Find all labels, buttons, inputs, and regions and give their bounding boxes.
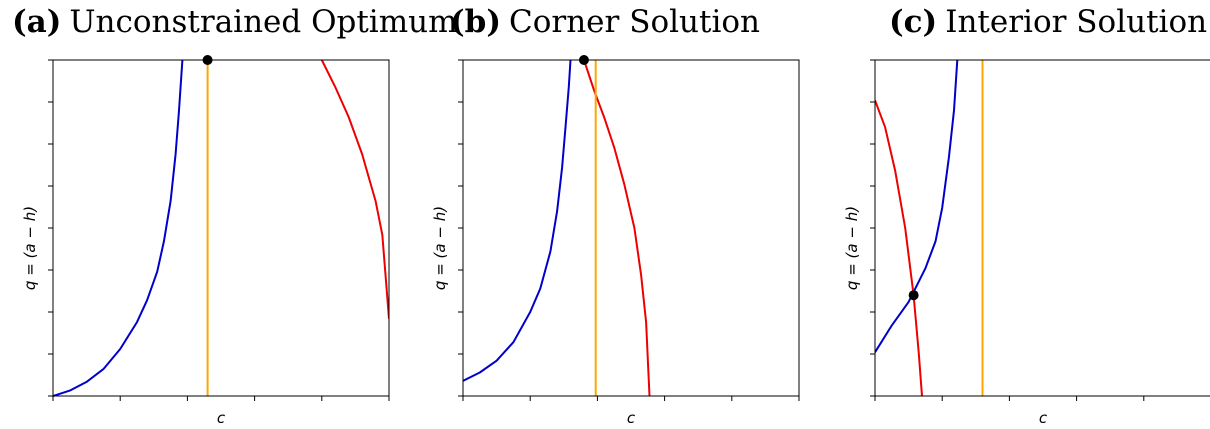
series-line-2: [875, 99, 923, 397]
panel-tag: (b): [450, 4, 501, 40]
axes-frame: [52, 59, 390, 397]
series-line-1: [875, 59, 959, 353]
panel-title: (b) Corner Solution: [450, 4, 760, 40]
plot-area: [463, 59, 651, 397]
panel-title-text: Corner Solution: [509, 4, 760, 40]
series-line-1: [53, 59, 184, 397]
panel-tag: (a): [12, 4, 61, 40]
series-line-1: [463, 59, 572, 382]
panel-title: (c) Interior Solution: [889, 4, 1207, 40]
axes-frame: [462, 59, 800, 397]
optimum-marker: [202, 55, 213, 65]
axes-frame: [874, 59, 1210, 397]
panel-2: (b) Corner Solution c q = (a − h): [431, 4, 800, 427]
panel-title-text: Unconstrained Optimum: [69, 4, 457, 40]
panel-3: (c) Interior Solution c q = (a − h): [843, 4, 1210, 427]
x-axis-label: c: [217, 409, 226, 427]
series-line-2: [583, 59, 651, 397]
x-axis-label: c: [627, 409, 636, 427]
x-axis-label: c: [1039, 409, 1048, 427]
optimum-marker: [578, 55, 589, 65]
panel-1: (a) Unconstrained Optimum c q = (a − h): [12, 4, 457, 427]
panel-title-text: Interior Solution: [945, 4, 1207, 40]
y-axis-label: q = (a − h): [843, 206, 861, 290]
optimum-marker: [908, 290, 919, 301]
series-line-2: [320, 59, 389, 319]
plot-area: [53, 59, 389, 397]
y-axis-label: q = (a − h): [21, 206, 39, 290]
plot-area: [875, 59, 984, 397]
panel-title: (a) Unconstrained Optimum: [12, 4, 457, 40]
panel-tag: (c): [889, 4, 937, 40]
y-axis-label: q = (a − h): [431, 206, 449, 290]
